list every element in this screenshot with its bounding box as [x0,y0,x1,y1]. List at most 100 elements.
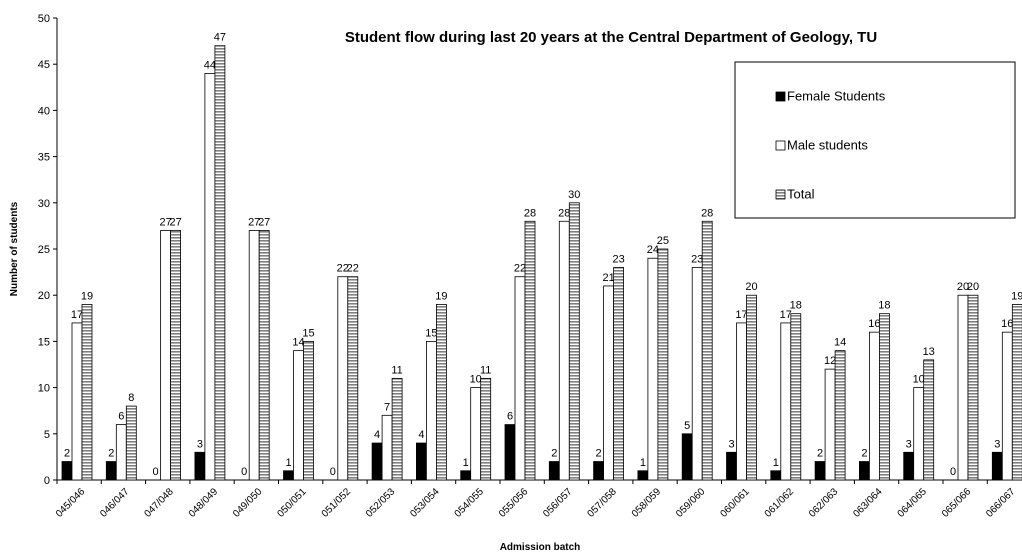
data-label: 23 [612,253,624,265]
bar [170,230,182,481]
x-tick-label: 046/047 [98,486,132,520]
data-label: 18 [790,300,802,312]
data-label: 21 [602,272,614,284]
legend-swatch [775,189,786,200]
y-tick-label: 35 [38,152,50,164]
data-label: 2 [596,448,602,460]
x-tick-label: 045/046 [54,486,88,520]
bar [879,313,890,481]
data-label: 10 [913,374,925,386]
bar [514,276,526,481]
x-tick-label: 050/051 [275,486,309,520]
y-tick-label: 25 [38,244,50,256]
bar [204,73,216,481]
data-label: 2 [108,448,114,460]
bar [105,461,117,481]
bar [460,470,472,481]
bar [903,451,915,481]
data-label: 19 [81,290,93,302]
bar [780,322,792,481]
bar [736,322,747,481]
bar [371,442,383,481]
x-tick-label: 061/062 [763,486,797,520]
bar [647,257,659,481]
data-label: 20 [967,281,979,293]
bar [347,276,359,481]
bar [859,461,870,481]
x-tick-label: 053/054 [408,486,442,520]
bar [81,304,93,481]
x-tick-label: 055/056 [497,486,531,520]
data-label: 19 [435,290,447,302]
legend-label: Female Students [787,88,886,103]
data-label: 44 [204,59,216,71]
bar [425,340,437,481]
bar [1011,304,1022,481]
data-label: 4 [374,429,380,441]
bar [115,424,127,481]
x-tick-label: 060/061 [718,486,752,520]
y-tick-label: 0 [44,475,50,487]
y-tick-label: 50 [38,13,50,25]
x-tick-label: 062/063 [807,486,841,520]
data-label: 47 [214,32,226,44]
bar [381,414,393,481]
bar [214,45,226,481]
bar [824,368,836,481]
x-tick-label: 058/059 [630,486,664,520]
data-label: 14 [834,337,846,349]
bar [480,377,492,481]
x-axis-title: Admission batch [500,542,581,553]
bar [524,220,536,481]
bar [613,267,624,481]
bar [337,276,349,481]
legend-label: Male students [787,137,868,152]
bar [923,359,935,481]
data-label: 6 [118,411,124,423]
data-label: 1 [285,457,291,469]
bar [657,248,669,481]
data-label: 12 [824,355,836,367]
data-label: 17 [71,309,83,321]
data-label: 19 [1011,290,1022,302]
data-label: 2 [64,448,70,460]
bar [391,377,403,481]
data-label: 0 [330,466,336,478]
data-label: 20 [745,281,757,293]
bar [61,461,73,481]
x-tick-label: 065/066 [940,486,974,520]
data-label: 11 [391,364,402,376]
bar [637,470,649,481]
x-tick-label: 066/067 [984,486,1018,520]
data-label: 7 [384,401,390,413]
data-label: 6 [507,411,513,423]
bar [814,461,826,481]
x-tick-label: 048/049 [187,486,221,520]
data-label: 11 [480,364,491,376]
data-label: 22 [337,263,349,275]
x-tick-label: 059/060 [674,486,708,520]
bar [125,405,137,481]
x-tick-label: 047/048 [143,486,177,520]
bar [283,470,294,481]
data-label: 3 [197,438,203,450]
data-label: 17 [780,309,792,321]
y-tick-label: 40 [38,105,50,117]
bar [415,442,427,481]
x-tick-label: 057/058 [586,486,620,520]
data-label: 15 [425,327,437,339]
legend-label: Total [787,186,815,201]
data-label: 30 [568,189,580,201]
x-tick-label: 063/064 [851,486,885,520]
y-tick-label: 5 [44,429,50,441]
data-label: 25 [657,235,669,247]
data-label: 5 [684,420,690,432]
y-tick-label: 15 [38,336,50,348]
bar [568,202,580,481]
data-label: 1 [773,457,779,469]
bar [504,424,516,481]
y-tick-label: 10 [38,383,50,395]
data-label: 10 [470,374,482,386]
bar [1001,331,1013,481]
bar [248,230,260,481]
